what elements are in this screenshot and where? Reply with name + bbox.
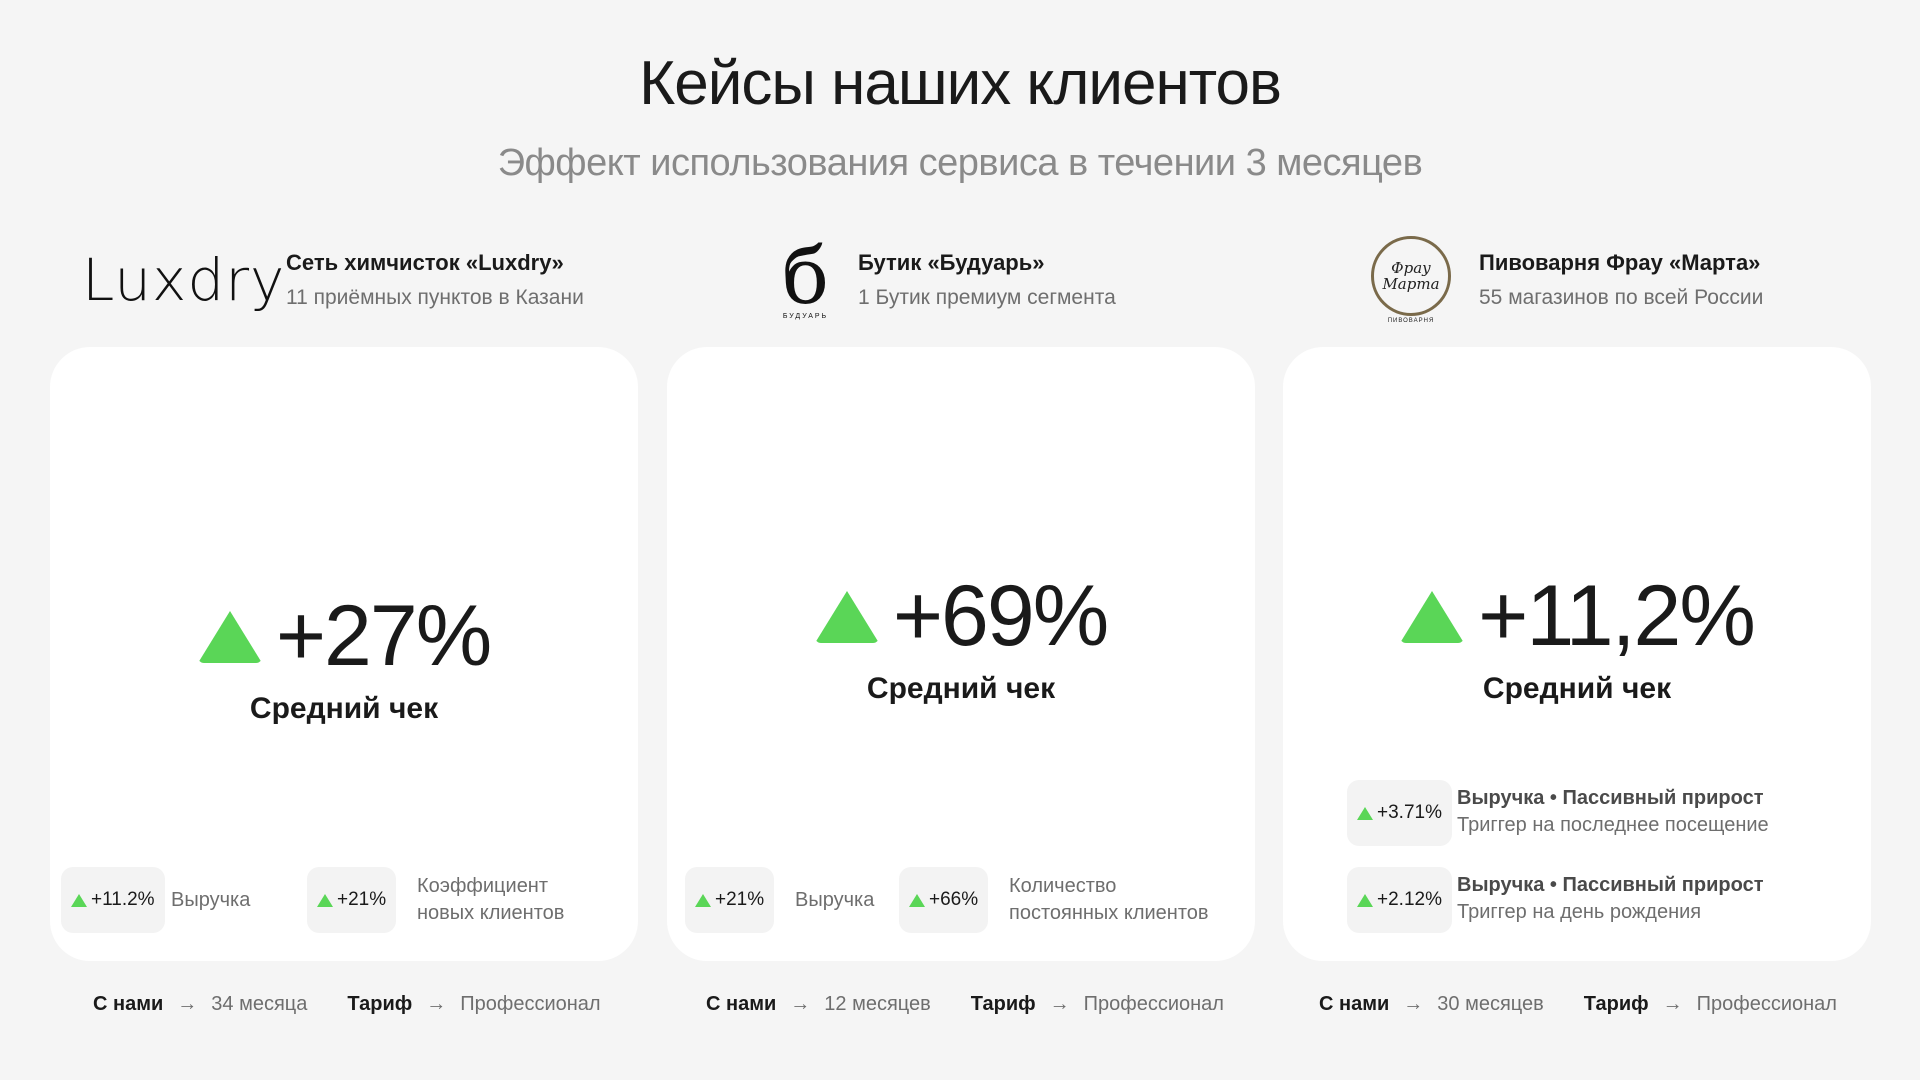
case-footer: С нами → 34 месяца Тариф → Профессионал [93,993,601,1015]
main-metric: +11,2% [1283,567,1871,666]
arrow-right-icon: → [1049,993,1070,1015]
metric-label: Средний чек [249,692,439,725]
stat-chip: +3.71% [1347,780,1452,846]
client-name: Сеть химчисток «Luxdry» [286,250,564,275]
arrow-right-icon: → [1662,993,1683,1015]
stat-chip: +2.12% [1347,867,1452,933]
stat-label: Выручка [795,889,875,911]
stat-title: Выручка • Пассивный прирост [1457,874,1764,896]
client-header: Luxdry Сеть химчисток «Luxdry» 11 приёмн… [50,230,638,330]
main-metric: +27% [50,587,638,686]
metric-label: Средний чек [866,672,1056,705]
stat-chip: +66% [899,867,989,933]
client-header: б БУДУАРЬ Бутик «Будуарь» 1 Бутик премиу… [667,230,1255,330]
page-title: Кейсы наших клиентов [639,49,1282,118]
arrow-up-icon [1400,590,1465,643]
case-footer: С нами → 12 месяцев Тариф → Профессионал [706,993,1224,1015]
arrow-up-icon [1357,893,1373,907]
boudoir-logo: б БУДУАРЬ [782,231,829,322]
luxdry-logo: Luxdry [82,246,286,314]
stat-title: Выручка • Пассивный прирост [1457,787,1764,809]
case-card: +11,2% Средний чек +3.71% Выручка • Пасс… [1283,347,1871,961]
metric-value: +27% [275,588,492,684]
arrow-right-icon: → [177,993,198,1015]
frau-marta-logo: Фрау Марта ПИВОВАРНЯ [1363,230,1459,330]
case-column-luxdry: Luxdry Сеть химчисток «Luxdry» 11 приёмн… [50,0,638,1080]
stat-label: Триггер на последнее посещение [1457,814,1769,836]
client-name: Пивоварня Фрау «Марта» [1479,250,1761,275]
arrow-up-icon [1357,806,1373,820]
stat-chip: +11.2% [61,867,165,933]
case-card: +69% Средний чек +21% Выручка +66% Колич… [667,347,1255,961]
arrow-up-icon [71,893,87,907]
client-description: 11 приёмных пунктов в Казани [286,286,584,309]
case-card: +27% Средний чек +11.2% Выручка +21% Коэ… [50,347,638,961]
stat-label: Коэффициент новых клиентов [417,875,565,924]
page-subtitle: Эффект использования сервиса в течении 3… [497,142,1423,184]
stat-label: Количество постоянных клиентов [1009,875,1209,924]
arrow-right-icon: → [1403,993,1424,1015]
metric-label: Средний чек [1482,672,1672,705]
case-column-boudoir: б БУДУАРЬ Бутик «Будуарь» 1 Бутик премиу… [667,0,1255,1080]
case-column-frau-marta: Фрау Марта ПИВОВАРНЯ Пивоварня Фрау «Мар… [1283,0,1871,1080]
arrow-up-icon [317,893,333,907]
stat-text: Выручка • Пассивный прирост Триггер на п… [1457,785,1769,839]
stat-label: Триггер на день рождения [1457,901,1702,923]
stat-chip: +21% [307,867,397,933]
client-description: 55 магазинов по всей России [1479,286,1764,309]
metric-value: +11,2% [1478,568,1756,664]
stat-chip: +21% [685,867,775,933]
client-header: Фрау Марта ПИВОВАРНЯ Пивоварня Фрау «Мар… [1283,230,1871,330]
stat-text: Выручка • Пассивный прирост Триггер на д… [1457,872,1763,926]
arrow-up-icon [814,590,879,643]
stat-label: Выручка [171,889,251,911]
client-description: 1 Бутик премиум сегмента [858,286,1116,309]
arrow-up-icon [197,610,262,663]
client-name: Бутик «Будуарь» [858,250,1045,275]
arrow-right-icon: → [790,993,811,1015]
metric-value: +69% [892,568,1109,664]
main-metric: +69% [667,567,1255,666]
arrow-up-icon [909,893,925,907]
arrow-right-icon: → [426,993,447,1015]
case-footer: С нами → 30 месяцев Тариф → Профессионал [1319,993,1837,1015]
arrow-up-icon [695,893,711,907]
